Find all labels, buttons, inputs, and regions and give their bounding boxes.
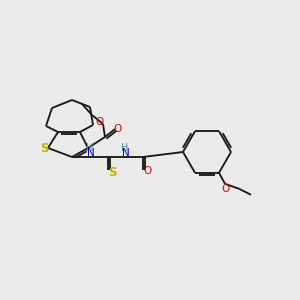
Text: O: O [143, 166, 151, 176]
Text: H: H [121, 143, 129, 153]
Text: S: S [108, 166, 116, 178]
Text: O: O [221, 184, 229, 194]
Text: O: O [114, 124, 122, 134]
Text: N: N [87, 148, 95, 158]
Text: H: H [86, 143, 94, 153]
Text: O: O [95, 117, 103, 127]
Text: S: S [40, 142, 48, 155]
Text: N: N [122, 148, 130, 158]
